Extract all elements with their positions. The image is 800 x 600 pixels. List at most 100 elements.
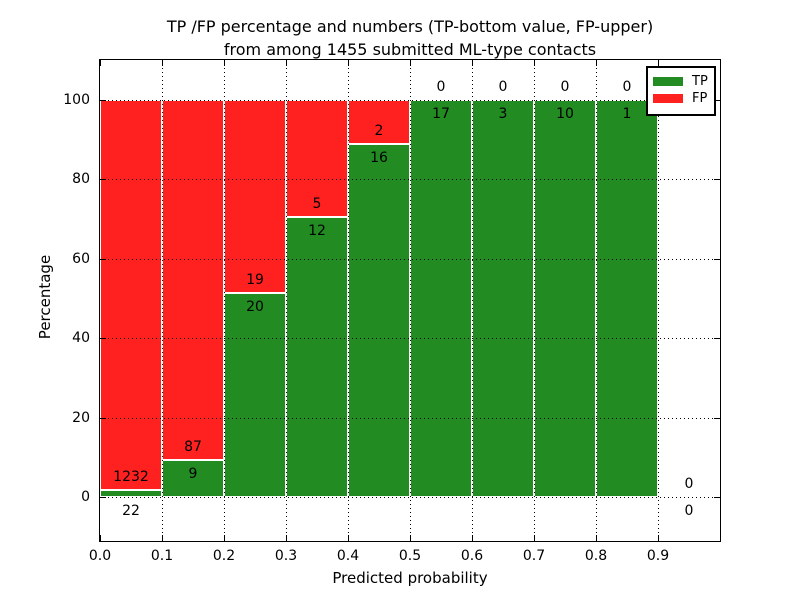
v-gridline <box>658 60 659 541</box>
x-tick-top <box>534 60 535 66</box>
v-gridline <box>534 60 535 541</box>
fp-bar-segment <box>100 100 162 491</box>
tp-count-label: 0 <box>684 503 694 519</box>
x-tick-top <box>472 60 473 66</box>
tp-bar-segment <box>162 459 224 497</box>
legend-label-tp: TP <box>692 73 708 89</box>
y-tick-right <box>714 417 720 419</box>
tp-count-label: 9 <box>188 465 198 482</box>
tp-count-label: 22 <box>122 503 140 519</box>
y-tick-label: 100 <box>63 92 90 108</box>
x-tick-bottom <box>162 535 163 541</box>
legend-label-fp: FP <box>692 90 708 106</box>
x-tick-top <box>162 60 163 66</box>
x-tick-top <box>410 60 411 66</box>
tp-bar-segment <box>596 100 658 497</box>
fp-legend-swatch-icon <box>653 93 683 103</box>
fp-bar-segment <box>162 100 224 460</box>
fp-count-label: 0 <box>498 79 508 95</box>
x-tick-bottom <box>534 535 535 541</box>
tp-count-label: 16 <box>370 150 388 167</box>
x-axis-label: Predicted probability <box>332 569 488 587</box>
x-tick-top <box>286 60 287 66</box>
x-tick-bottom <box>348 535 349 541</box>
fp-bar-segment <box>224 100 286 294</box>
tp-count-label: 3 <box>498 106 508 122</box>
y-tick-left <box>100 258 106 260</box>
fp-count-label: 0 <box>622 79 632 95</box>
x-tick-bottom <box>410 535 411 541</box>
x-tick-bottom <box>472 535 473 541</box>
y-tick-right <box>714 100 720 101</box>
fp-bar-segment <box>286 100 348 217</box>
tp-count-label: 10 <box>556 106 574 122</box>
y-tick-label: 80 <box>72 171 90 188</box>
y-tick-label: 40 <box>72 330 90 347</box>
legend-item-fp: FP <box>653 90 707 106</box>
y-tick-left <box>100 338 106 340</box>
fp-count-label: 87 <box>184 438 202 455</box>
legend: TP FP <box>646 66 716 116</box>
v-gridline <box>162 60 163 541</box>
x-tick-top <box>224 60 225 66</box>
x-tick-label: 0.7 <box>522 548 546 564</box>
tp-count-label: 1 <box>622 106 632 122</box>
x-tick-bottom <box>596 535 597 541</box>
tp-count-label: 17 <box>432 106 450 122</box>
y-tick-right <box>714 179 720 181</box>
v-gridline <box>472 60 473 541</box>
tp-bar-segment <box>410 100 472 497</box>
tp-count-label: 12 <box>308 222 326 239</box>
fp-count-label: 0 <box>684 476 694 492</box>
x-tick-label: 0.4 <box>336 548 360 564</box>
v-gridline <box>596 60 597 541</box>
x-tick-label: 0.8 <box>584 548 608 564</box>
x-tick-top <box>658 60 659 66</box>
x-tick-bottom <box>224 535 225 541</box>
y-tick-left <box>100 417 106 419</box>
y-tick-right <box>714 338 720 340</box>
x-tick-label: 0.2 <box>212 548 236 564</box>
x-tick-bottom <box>100 535 101 541</box>
fp-count-label: 0 <box>436 79 446 95</box>
y-tick-label: 60 <box>72 250 90 267</box>
y-tick-right <box>714 258 720 260</box>
legend-item-tp: TP <box>653 73 708 89</box>
v-gridline <box>348 60 349 541</box>
x-tick-bottom <box>286 535 287 541</box>
x-tick-label: 0.5 <box>398 548 422 564</box>
fp-count-label: 19 <box>246 272 264 289</box>
x-tick-top <box>348 60 349 66</box>
v-gridline <box>410 60 411 541</box>
x-tick-bottom <box>658 535 659 541</box>
x-tick-label: 0.6 <box>460 548 484 564</box>
x-tick-label: 0.0 <box>88 548 112 564</box>
fp-count-label: 1232 <box>113 469 149 486</box>
v-gridline <box>224 60 225 541</box>
tp-bar-segment <box>224 293 286 497</box>
y-tick-label: 20 <box>72 409 90 426</box>
fp-count-label: 0 <box>560 79 570 95</box>
chart-title: TP /FP percentage and numbers (TP-bottom… <box>100 15 720 61</box>
v-gridline <box>286 60 287 541</box>
x-tick-label: 0.3 <box>274 548 298 564</box>
x-tick-label: 0.9 <box>646 548 670 564</box>
x-tick-label: 0.1 <box>150 548 174 564</box>
chart-title-line1: TP /FP percentage and numbers (TP-bottom… <box>166 17 654 36</box>
y-tick-left <box>100 497 106 498</box>
tp-bar-segment <box>100 490 162 497</box>
tp-count-label: 20 <box>246 299 264 316</box>
fp-bar-segment <box>348 100 410 145</box>
y-tick-left <box>100 100 106 101</box>
tp-bar-segment <box>472 100 534 497</box>
tp-bar-segment <box>534 100 596 497</box>
tp-bar-segment <box>348 144 410 497</box>
y-tick-label: 0 <box>81 489 90 505</box>
fp-count-label: 5 <box>312 195 322 212</box>
plot-area: 0.0 0.1 0.2 0.3 0.4 0.5 0.6 0.7 0.8 0.9 0 20 40 60 80 1… <box>63 59 721 564</box>
tp-legend-swatch-icon <box>653 76 683 86</box>
y-tick-left <box>100 179 106 181</box>
tp-bar-segment <box>286 216 348 497</box>
chart-title-line2: from among 1455 submitted ML-type contac… <box>223 40 597 59</box>
